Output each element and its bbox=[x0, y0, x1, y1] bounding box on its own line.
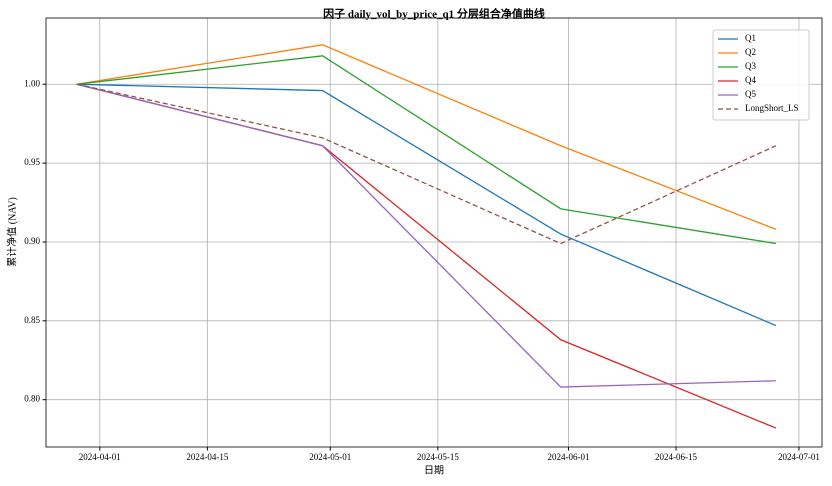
x-tick-label: 2024-05-01 bbox=[309, 452, 351, 462]
legend-label: Q2 bbox=[745, 47, 756, 57]
x-tick-label: 2024-07-01 bbox=[778, 452, 820, 462]
x-tick-label: 2024-04-01 bbox=[79, 452, 121, 462]
y-tick-label: 0.90 bbox=[24, 236, 40, 246]
legend-label: Q1 bbox=[745, 33, 756, 43]
y-tick-label: 0.95 bbox=[24, 157, 40, 167]
y-tick-label: 1.00 bbox=[24, 78, 40, 88]
x-axis-label: 日期 bbox=[424, 464, 444, 476]
y-tick-label: 0.80 bbox=[24, 394, 40, 404]
series-line bbox=[76, 83, 777, 327]
x-tick-label: 2024-06-01 bbox=[547, 452, 589, 462]
plot-frame bbox=[45, 17, 823, 448]
x-tick-label: 2024-04-15 bbox=[186, 452, 228, 462]
x-tick-label: 2024-06-15 bbox=[655, 452, 697, 462]
y-axis-label: 累计净值 (NAV) bbox=[5, 197, 18, 267]
legend-label: Q5 bbox=[745, 89, 756, 99]
series-line bbox=[76, 83, 776, 388]
y-tick-label: 0.85 bbox=[24, 315, 40, 325]
x-tick-label: 2024-05-15 bbox=[417, 452, 459, 462]
legend: Q1 Q2 Q3 Q4 Q5 LongShort_LS bbox=[712, 29, 810, 121]
legend-label: LongShort_LS bbox=[745, 103, 799, 113]
series-line bbox=[76, 55, 777, 245]
series-line bbox=[76, 44, 777, 230]
chart-title: 因子 daily_vol_by_price_q1 分层组合净值曲线 bbox=[323, 7, 545, 21]
legend-label: Q3 bbox=[745, 61, 756, 71]
legend-label: Q4 bbox=[745, 75, 756, 85]
